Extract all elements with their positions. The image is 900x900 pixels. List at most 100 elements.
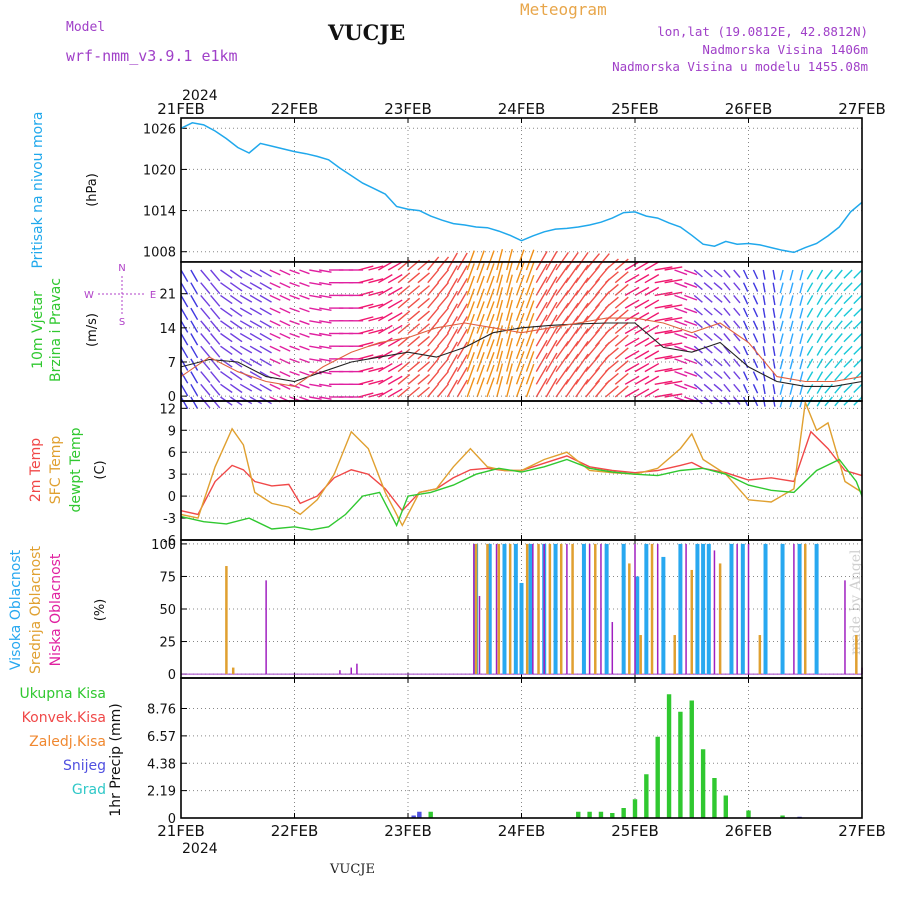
wind-barb bbox=[319, 307, 332, 311]
wind-barb bbox=[229, 345, 243, 355]
wind-barb bbox=[684, 332, 698, 339]
wind-barb bbox=[565, 302, 579, 322]
wind-barb bbox=[713, 345, 723, 354]
wind-barb bbox=[417, 386, 430, 398]
wind-barb bbox=[358, 379, 374, 385]
wind-barb bbox=[515, 274, 525, 296]
wind-barb bbox=[220, 332, 233, 343]
wind-barb bbox=[397, 285, 411, 296]
wind-barb bbox=[486, 263, 495, 283]
wind-barb bbox=[476, 275, 485, 296]
wind-barb bbox=[525, 287, 535, 309]
wind-ylabel-1: 10m Vjetar bbox=[30, 291, 46, 369]
cloud-mid-bar bbox=[537, 543, 540, 675]
pressure-ytick-label: 1008 bbox=[143, 246, 176, 261]
cloud-ytick-label: 75 bbox=[159, 570, 176, 585]
wind-barb bbox=[634, 274, 650, 284]
wind-barb bbox=[853, 383, 863, 393]
wind-barb bbox=[437, 307, 450, 322]
cloud-mid-bar bbox=[231, 667, 235, 675]
wind-barb bbox=[427, 256, 440, 271]
wind-barb bbox=[674, 332, 688, 339]
wind-barb bbox=[723, 269, 731, 278]
wind-barb bbox=[789, 396, 794, 408]
wind-barb bbox=[486, 326, 495, 347]
wind-barb bbox=[299, 307, 310, 313]
wind-barb bbox=[269, 358, 281, 365]
wind-barb bbox=[200, 320, 211, 333]
wind-barb bbox=[733, 282, 741, 291]
wind-barb bbox=[387, 324, 403, 335]
precip-rain-bar bbox=[780, 815, 785, 818]
wind-barb bbox=[843, 307, 853, 317]
precip-legend-entry: Zaledj.Kisa bbox=[29, 734, 106, 750]
wind-barb bbox=[486, 313, 495, 334]
model-name: wrf-nmm_v3.9.1 e1km bbox=[66, 47, 238, 65]
wind-barb bbox=[387, 388, 403, 398]
wind-barb bbox=[789, 384, 794, 395]
wind-barb bbox=[742, 269, 749, 280]
wind-barb bbox=[644, 388, 660, 398]
precip-rain-bar bbox=[632, 799, 638, 818]
wind-barb bbox=[545, 289, 558, 309]
date-label-top: 22FEB bbox=[271, 100, 318, 118]
precip-legend-entry: Grad bbox=[72, 782, 106, 798]
wind-barb bbox=[799, 269, 804, 281]
wind-barb bbox=[762, 269, 766, 280]
wind-barb bbox=[249, 345, 263, 354]
wind-barb bbox=[654, 291, 673, 297]
wind-barb bbox=[269, 383, 281, 390]
wind-barb bbox=[684, 320, 698, 327]
wind-barb bbox=[378, 375, 393, 385]
wind-barb bbox=[309, 282, 322, 286]
wind-barb bbox=[816, 307, 824, 318]
wind-barb bbox=[535, 263, 548, 284]
cloud-high-bar bbox=[581, 543, 586, 675]
wind-barb bbox=[824, 383, 833, 394]
precip-rain-bar bbox=[587, 811, 592, 818]
wind-barb bbox=[703, 294, 713, 303]
wind-barb bbox=[644, 337, 660, 347]
cloud-ytick-label: 25 bbox=[159, 636, 176, 651]
wind-barb bbox=[684, 370, 698, 377]
wind-barb bbox=[486, 377, 495, 398]
wind-barb bbox=[289, 345, 300, 351]
wind-barb bbox=[249, 320, 263, 329]
date-label-top: 23FEB bbox=[384, 100, 431, 118]
wind-ytick-label: 14 bbox=[159, 322, 176, 337]
precip-snow-bar bbox=[411, 815, 416, 818]
wind-barb bbox=[190, 333, 199, 346]
wind-barb bbox=[180, 396, 189, 409]
lonlat-label: lon,lat (19.0812E, 42.8812N) bbox=[657, 24, 868, 39]
wind-barb bbox=[456, 379, 468, 398]
wind-barb bbox=[644, 324, 660, 335]
wind-barb bbox=[525, 300, 535, 322]
wind-barb bbox=[229, 269, 243, 279]
date-label-bottom: 26FEB bbox=[725, 822, 772, 840]
wind-barb bbox=[378, 261, 393, 271]
wind-barb bbox=[319, 320, 332, 324]
wind-barb bbox=[843, 371, 853, 381]
wind-barb bbox=[816, 295, 824, 306]
cloud-high-bar bbox=[661, 556, 666, 675]
wind-barb bbox=[824, 333, 833, 343]
wind-barb bbox=[456, 328, 468, 347]
wind-barb bbox=[789, 269, 794, 281]
compass-east-label: E bbox=[150, 290, 156, 301]
wind-barb bbox=[417, 297, 430, 309]
wind-barb bbox=[407, 386, 421, 398]
wind-barb bbox=[614, 296, 629, 309]
wind-barb bbox=[634, 375, 650, 385]
wind-barb bbox=[799, 307, 804, 319]
wind-barb bbox=[496, 261, 504, 283]
wind-barb bbox=[289, 269, 300, 275]
wind-barb bbox=[525, 262, 535, 283]
wind-barb bbox=[664, 278, 683, 284]
wind-barb bbox=[200, 383, 211, 396]
wind-barb bbox=[368, 316, 384, 322]
wind-barb bbox=[723, 294, 731, 304]
wind-barb bbox=[806, 383, 814, 394]
wind-barb bbox=[545, 276, 558, 296]
cloud-ytick-label: 50 bbox=[159, 603, 176, 618]
precip-rain-bar bbox=[428, 811, 433, 818]
